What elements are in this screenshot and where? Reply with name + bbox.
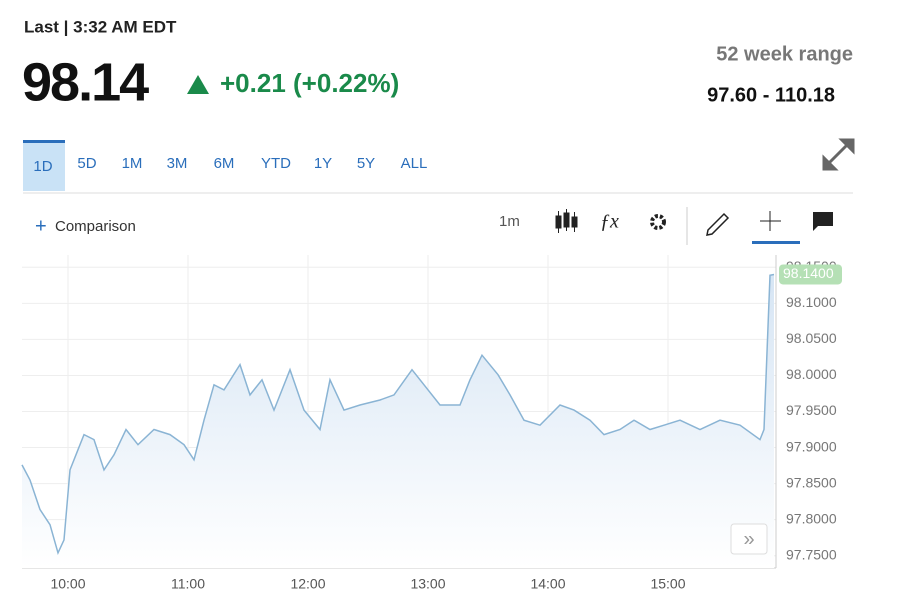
y-tick-label: 97.9000 <box>786 438 837 454</box>
y-tick-label: 97.7500 <box>786 546 837 562</box>
candles-icon[interactable] <box>555 209 578 233</box>
x-tick-label: 11:00 <box>171 576 205 592</box>
price-marker <box>779 264 842 285</box>
interval[interactable]: 1m <box>499 213 520 230</box>
crosshair-active <box>752 241 800 244</box>
x-tick-label: 14:00 <box>530 576 565 592</box>
y-tick-label: 97.8500 <box>786 474 837 490</box>
y-tick-label: 98.0500 <box>786 330 837 346</box>
settings-icon[interactable] <box>650 214 666 230</box>
range-tab[interactable]: YTD <box>261 155 291 172</box>
x-tick-label: 12:00 <box>290 576 325 592</box>
price-marker-label: 98.1400 <box>783 265 834 281</box>
last-time: Last | 3:32 AM EDT <box>24 17 177 36</box>
area <box>22 274 774 568</box>
price-change: +0.21 (+0.22%) <box>220 68 399 98</box>
expand-icon[interactable] <box>822 138 855 171</box>
range-tab[interactable]: 1D <box>33 158 52 175</box>
draw-icon[interactable] <box>706 212 730 236</box>
selected-tab-bg <box>23 140 65 191</box>
comparison[interactable]: Comparison <box>55 218 136 235</box>
y-tick-label: 97.8000 <box>786 510 837 526</box>
crosshair-icon[interactable] <box>760 211 781 231</box>
range-tab[interactable]: 5Y <box>357 155 375 172</box>
range-tab[interactable]: 5D <box>77 155 96 172</box>
fx-icon[interactable]: ƒx <box>600 211 619 233</box>
x-tick-label: 10:00 <box>50 576 85 592</box>
comment-icon[interactable] <box>813 212 833 231</box>
range-value: 97.60 - 110.18 <box>707 84 835 106</box>
range-label: 52 week range <box>716 43 853 65</box>
x-tick-label: 15:00 <box>650 576 685 592</box>
range-tab[interactable]: 6M <box>214 155 235 172</box>
price: 98.14 <box>22 52 149 112</box>
range-tab[interactable]: 1M <box>122 155 143 172</box>
range-tab[interactable]: ALL <box>401 155 428 172</box>
y-tick-label: 97.9500 <box>786 402 837 418</box>
x-tick-label: 13:00 <box>410 576 445 592</box>
scroll-button[interactable] <box>730 523 768 555</box>
scroll-icon[interactable]: » <box>743 528 754 550</box>
range-tab[interactable]: 1Y <box>314 155 332 172</box>
selected-tab-bar <box>23 140 65 143</box>
range-tab[interactable]: 3M <box>167 155 188 172</box>
y-tick-label: 98.0000 <box>786 366 837 382</box>
y-tick-label: 98.1000 <box>786 294 837 310</box>
up-arrow <box>187 75 209 94</box>
plus-icon[interactable]: + <box>35 215 47 237</box>
price-line <box>21 273 775 556</box>
